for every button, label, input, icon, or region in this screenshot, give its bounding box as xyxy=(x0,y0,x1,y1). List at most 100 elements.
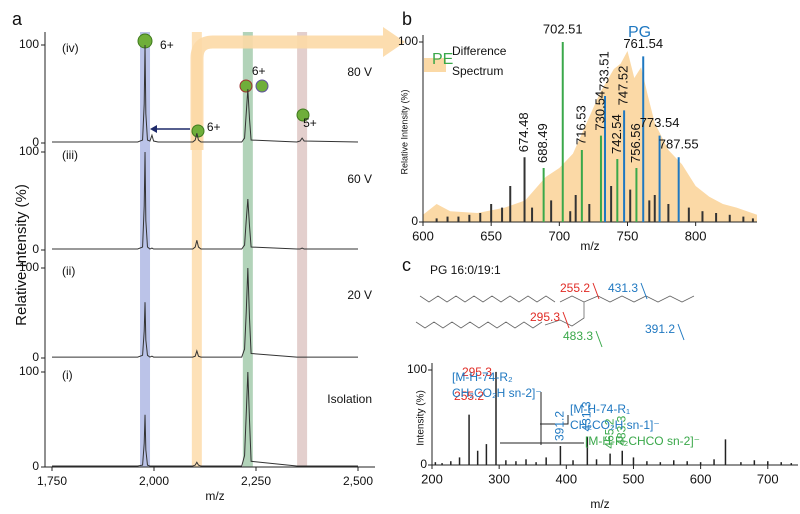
trace-label: (i) xyxy=(62,368,73,382)
peak-label: 761.54 xyxy=(623,36,663,51)
trace-label: (iii) xyxy=(62,148,78,162)
trace-label: (ii) xyxy=(62,264,75,278)
acyl-chain xyxy=(419,295,556,303)
x-tick-label: 400 xyxy=(555,471,577,486)
charge-label: 5+ xyxy=(303,116,317,130)
peak-label: 747.52 xyxy=(616,66,631,106)
peak-label: 295.3 xyxy=(462,365,492,379)
legend-swatch xyxy=(424,58,446,72)
fragment-annotation: [M-H-74-R₁ xyxy=(570,402,630,416)
phosphate-group xyxy=(583,295,695,303)
y-tick-label: 0 xyxy=(420,457,427,471)
spectrum-trace xyxy=(52,267,358,358)
peak-label: 431.3 xyxy=(580,401,594,431)
peak-label: 787.55 xyxy=(659,137,699,152)
series-label: PG xyxy=(628,24,651,41)
fragment-mz: 295.3 xyxy=(530,310,560,324)
series-label: PE xyxy=(432,51,453,68)
peak-label: 465.2 xyxy=(602,418,616,448)
x-tick-label: 650 xyxy=(480,228,502,243)
trace-label: (iv) xyxy=(62,41,79,55)
x-tick-label: 300 xyxy=(488,471,510,486)
highlight-band xyxy=(140,32,151,467)
acyl-chain xyxy=(415,321,543,329)
peak-label: 674.48 xyxy=(516,112,531,152)
x-tick-label: 600 xyxy=(412,228,434,243)
condition-label: 20 V xyxy=(347,288,372,302)
condition-label: Isolation xyxy=(327,392,372,406)
panel-label: c xyxy=(402,255,411,275)
cleavage-mark xyxy=(592,282,600,300)
x-tick-label: 500 xyxy=(623,471,645,486)
structure-title: PG 16:0/19:1 xyxy=(430,263,501,277)
peak-label: 730.54 xyxy=(592,91,607,131)
y-axis-label: Relative Intensity (%) xyxy=(399,89,409,174)
peak-label: 716.53 xyxy=(573,105,588,145)
x-tick-label: 600 xyxy=(690,471,712,486)
charge-label: 6+ xyxy=(207,120,221,134)
spectrum-trace xyxy=(52,44,359,143)
x-tick-label: 2,500 xyxy=(343,474,373,488)
annotation-leaders xyxy=(500,392,584,445)
cleavage-mark xyxy=(595,330,603,348)
highlight-band xyxy=(297,32,308,467)
y-tick-label: 0 xyxy=(32,459,39,473)
y-tick-label: 100 xyxy=(19,260,39,274)
x-tick-label: 700 xyxy=(757,471,779,486)
y-tick-label: 100 xyxy=(19,37,39,51)
x-axis-label: m/z xyxy=(205,489,224,503)
glycerol-backbone xyxy=(544,295,585,327)
highlight-band xyxy=(242,32,253,467)
cleavage-mark xyxy=(562,311,570,329)
y-tick-label: 100 xyxy=(407,362,427,376)
y-tick-label: 100 xyxy=(19,144,39,158)
fragment-annotation: CH₂CO₂H sn-2]⁻ xyxy=(452,386,542,400)
peak-label: 483.3 xyxy=(614,415,628,445)
transfer-arrow xyxy=(190,35,383,150)
peak-label: 702.51 xyxy=(543,21,583,36)
fragment-mz: 255.2 xyxy=(560,281,590,295)
condition-label: 80 V xyxy=(347,65,372,79)
fragment-annotation: CH₂CO₂H sn-1]⁻ xyxy=(570,418,660,432)
x-tick-label: 800 xyxy=(685,228,707,243)
loss-arrowhead xyxy=(150,125,157,133)
y-tick-label: 0 xyxy=(32,135,39,149)
fragment-mz: 391.2 xyxy=(645,322,675,336)
peak-label: 756.56 xyxy=(628,123,643,163)
difference-area xyxy=(423,51,757,222)
spectrum-trace xyxy=(52,151,358,250)
charge-label: 6+ xyxy=(160,38,174,52)
panel-label: a xyxy=(12,9,23,29)
transfer-arrowhead xyxy=(383,27,405,57)
condition-label: 60 V xyxy=(347,172,372,186)
ion-icon xyxy=(239,79,253,93)
legend-label: Difference Spectrum xyxy=(452,44,507,78)
y-tick-label: 0 xyxy=(411,214,418,228)
charge-label: 6+ xyxy=(252,64,266,78)
peak-label: 391.2 xyxy=(553,411,567,441)
peak-label: 255.2 xyxy=(454,389,484,403)
ion-icon xyxy=(255,79,269,93)
x-tick-label: 750 xyxy=(617,228,639,243)
x-tick-label: 200 xyxy=(421,471,443,486)
cleavage-mark xyxy=(677,323,685,341)
band-layer xyxy=(140,32,308,467)
fragment-annotation: [M-H-R₂CHCO sn-2]⁻ xyxy=(585,434,700,448)
spectrum-trace xyxy=(52,371,358,467)
peak-label: 733.51 xyxy=(596,51,611,91)
y-axis-label: Intensity (%) xyxy=(416,390,427,446)
peak-label: 773.54 xyxy=(640,115,680,130)
peak-label: 688.49 xyxy=(535,123,550,163)
cleavage-mark xyxy=(640,282,648,300)
fragment-mz: 431.3 xyxy=(608,281,638,295)
ion-icon xyxy=(296,108,310,122)
y-tick-label: 0 xyxy=(32,242,39,256)
y-tick-label: 100 xyxy=(398,34,418,48)
x-tick-label: 700 xyxy=(548,228,570,243)
x-axis-label: m/z xyxy=(590,497,609,511)
fragment-annotation: [M-H-74-R₂ xyxy=(452,370,513,384)
y-axis-label: Relative Intensity (%) xyxy=(13,184,30,326)
y-tick-label: 100 xyxy=(19,364,39,378)
x-tick-label: 2,250 xyxy=(241,474,271,488)
